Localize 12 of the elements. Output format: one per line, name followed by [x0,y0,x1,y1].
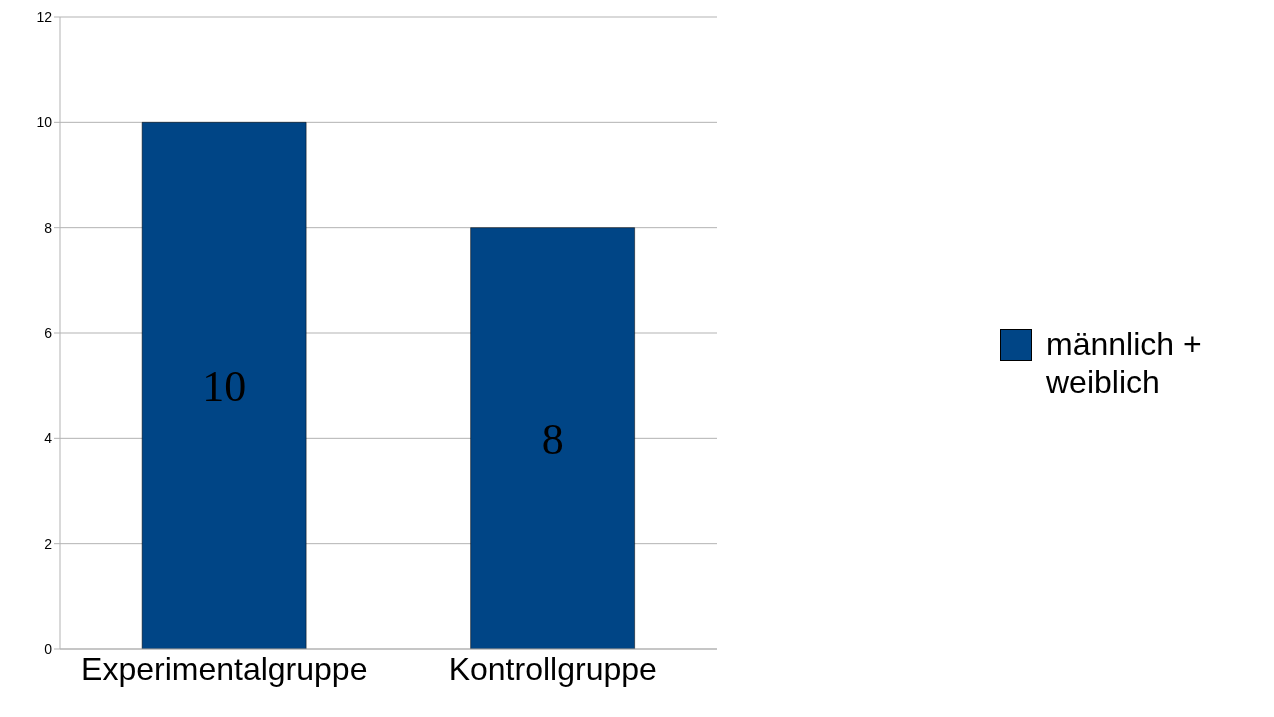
legend-label: männlich + weiblich [1046,324,1203,401]
y-tick-label: 0 [44,640,53,657]
data-label: 8 [541,414,564,464]
y-tick-label: 2 [44,535,53,552]
y-tick-label: 8 [44,219,53,236]
y-tick-label: 10 [36,114,53,131]
data-label: 10 [202,362,247,412]
y-tick-label: 12 [36,8,53,25]
x-tick-label: Kontrollgruppe [448,650,657,687]
y-tick-label: 4 [44,430,53,447]
y-tick-label: 6 [44,324,53,341]
x-tick-label: Experimentalgruppe [81,650,368,687]
